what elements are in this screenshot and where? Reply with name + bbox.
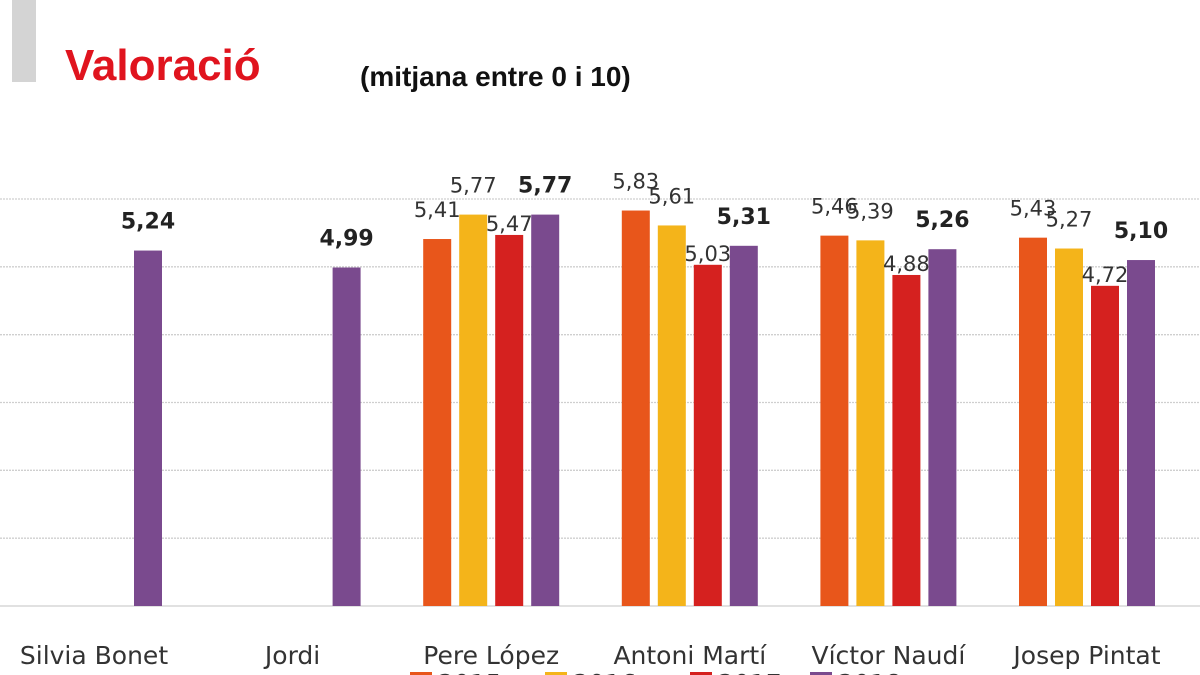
legend-label: 2018 <box>838 669 902 675</box>
value-label: 5,24 <box>121 210 175 235</box>
value-label: 4,99 <box>319 227 373 252</box>
legend-label: 2016 <box>573 669 637 675</box>
bar <box>693 264 722 606</box>
chart-subtitle: (mitjana entre 0 i 10) <box>360 61 631 92</box>
value-label: 5,31 <box>717 205 771 230</box>
bar <box>928 249 957 607</box>
value-label: 5,26 <box>915 208 969 233</box>
bar <box>729 245 758 606</box>
bar <box>1019 237 1047 607</box>
value-label: 5,61 <box>648 184 695 208</box>
value-label: 5,47 <box>486 212 533 236</box>
chart-title: Valoració <box>65 41 261 90</box>
bar <box>332 267 361 606</box>
bar <box>621 210 650 606</box>
bar <box>657 225 686 606</box>
bar <box>1127 260 1155 606</box>
bar <box>856 240 885 606</box>
legend-label: 2015 <box>438 669 502 675</box>
x-tick-label: Jordi <box>263 641 320 670</box>
bar <box>134 250 162 606</box>
value-label: 5,77 <box>518 174 572 199</box>
value-label: 5,10 <box>1114 219 1168 244</box>
legend-swatch <box>810 672 832 675</box>
bar <box>1055 248 1083 607</box>
value-label: 5,77 <box>450 174 497 198</box>
x-tick-label: Josep Pintat <box>1011 641 1160 670</box>
value-label: 5,46 <box>811 195 858 219</box>
bar <box>892 274 921 606</box>
value-label: 5,41 <box>414 198 461 222</box>
legend-swatch <box>690 672 712 675</box>
value-label: 5,39 <box>847 199 894 223</box>
x-tick-label: Antoni Martí <box>613 641 767 670</box>
legend-swatch <box>410 672 432 675</box>
bar <box>459 214 488 606</box>
bar <box>531 214 560 606</box>
bar <box>423 239 452 606</box>
decor-bar <box>12 0 36 82</box>
value-label: 5,83 <box>612 170 659 194</box>
value-label: 4,72 <box>1082 263 1129 287</box>
bar <box>820 235 849 606</box>
value-label: 4,88 <box>883 252 930 276</box>
legend-label: 2017 <box>718 669 782 675</box>
x-tick-label: Silvia Bonet <box>20 641 168 670</box>
x-tick-label: Víctor Naudí <box>812 641 967 670</box>
value-label: 5,03 <box>684 242 731 266</box>
bar <box>1091 285 1119 606</box>
value-label: 5,27 <box>1046 208 1093 232</box>
x-tick-label: Pere López <box>423 641 559 670</box>
legend-swatch <box>545 672 567 675</box>
bar <box>495 234 524 606</box>
value-label: 5,43 <box>1010 197 1057 221</box>
